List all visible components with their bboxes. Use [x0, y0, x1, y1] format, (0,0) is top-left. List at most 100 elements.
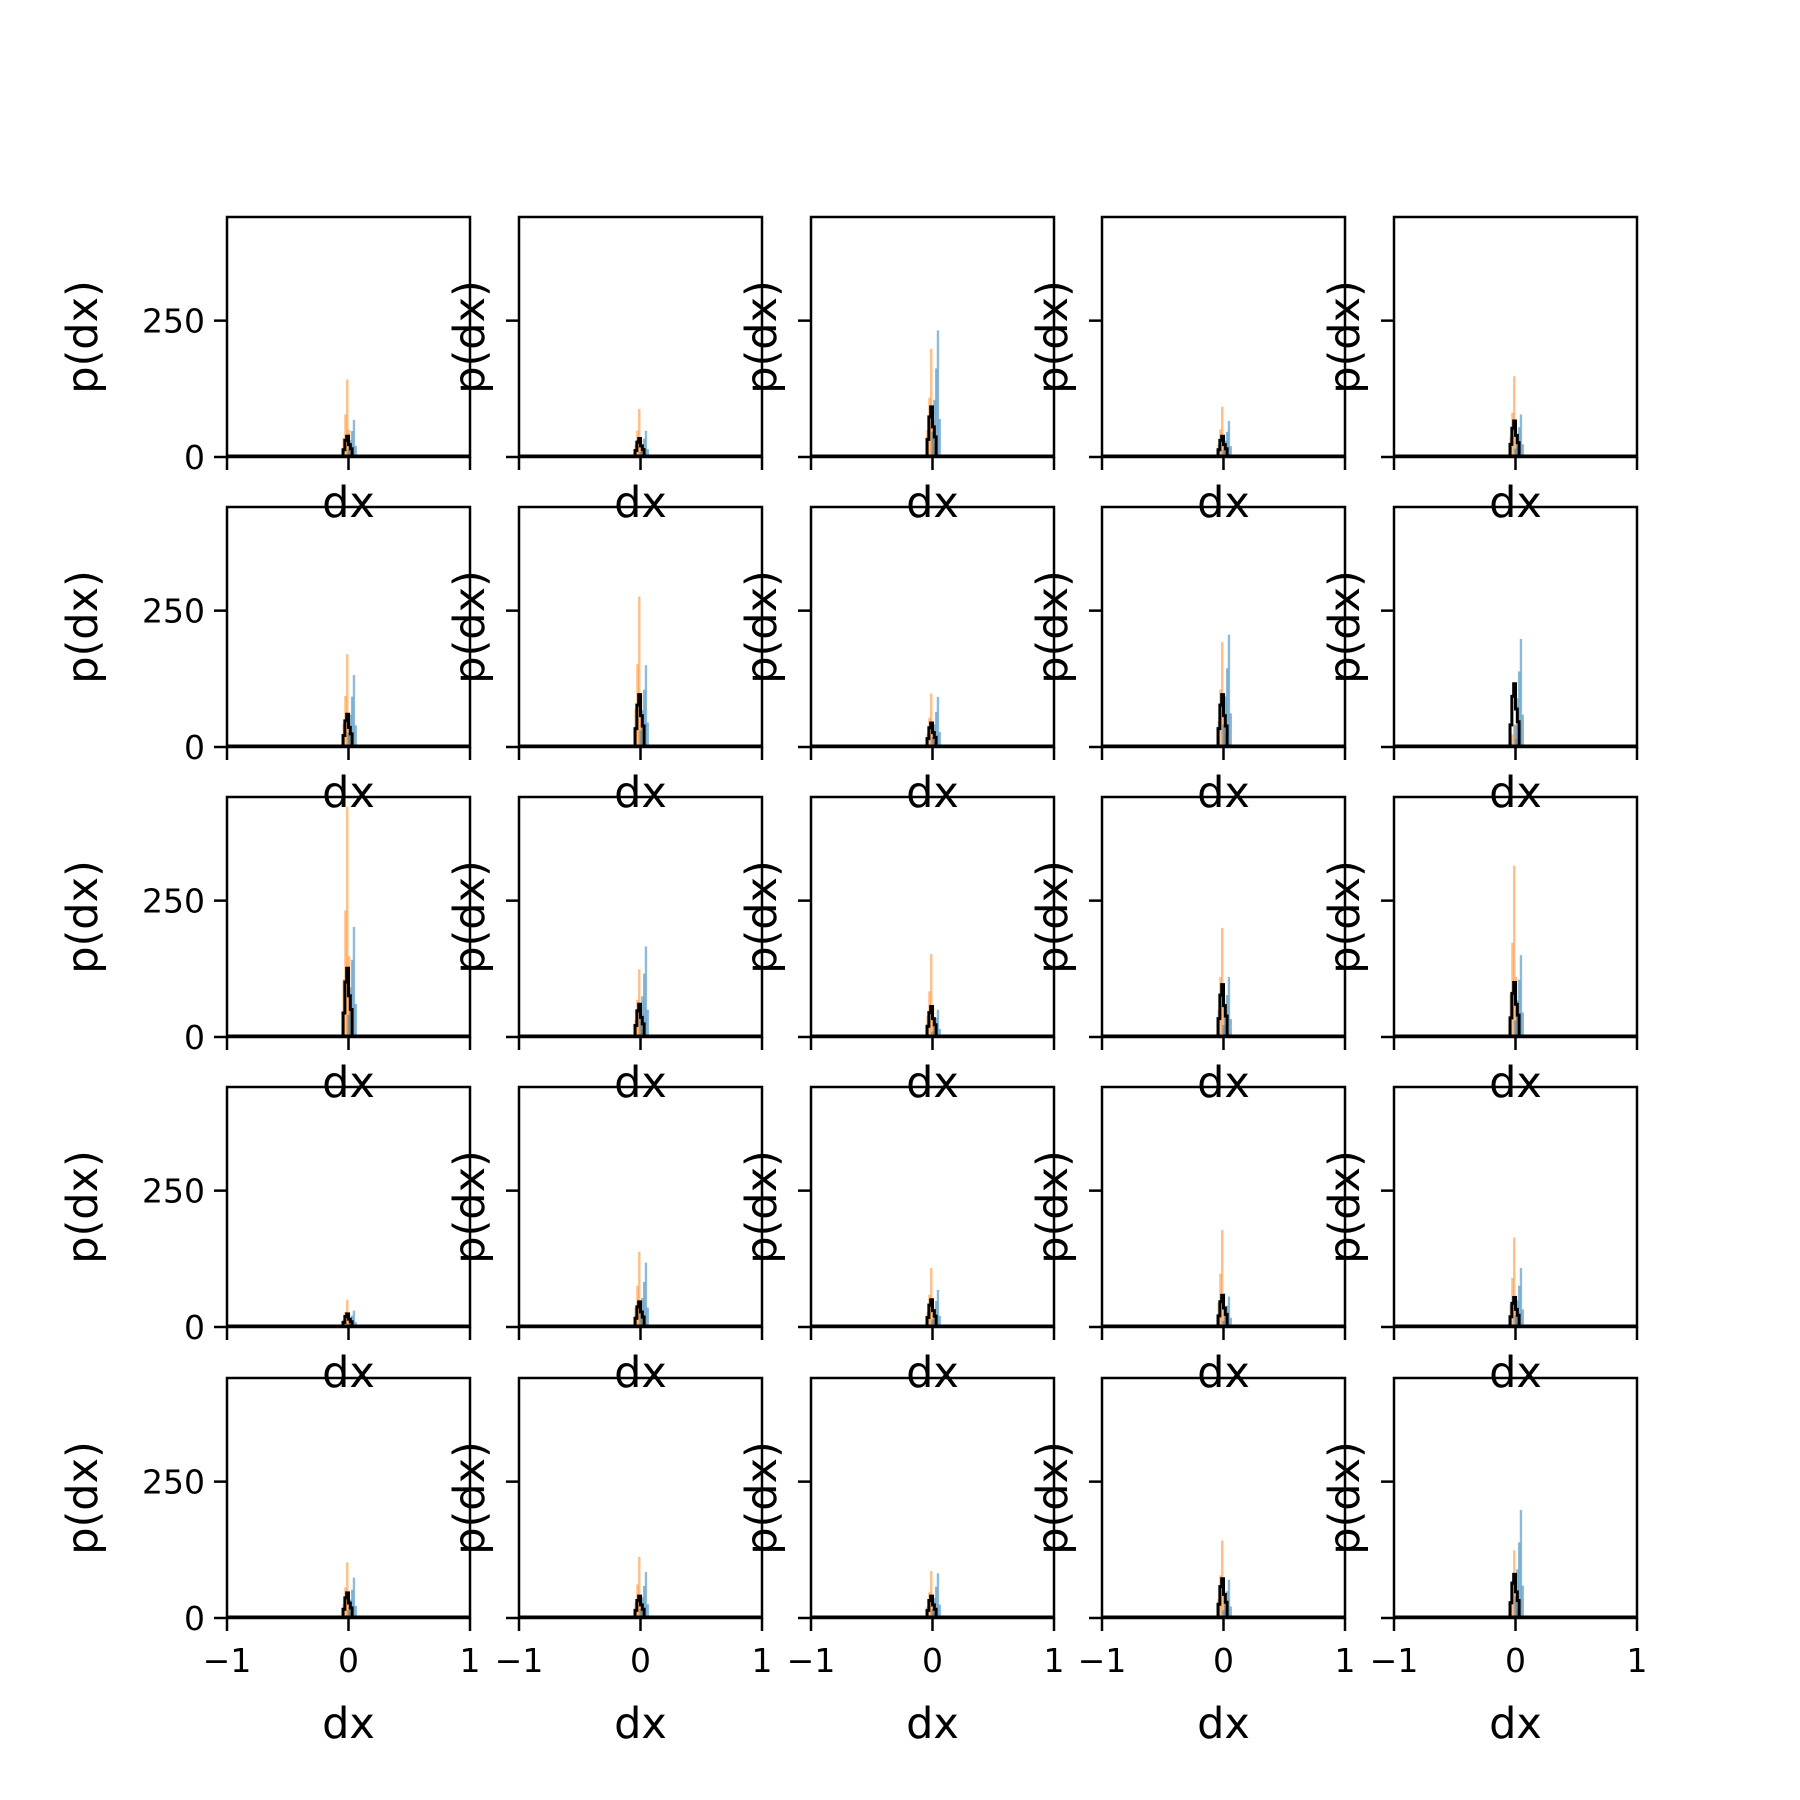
blue-bar — [1521, 1309, 1524, 1327]
black-step-line — [1216, 1577, 1229, 1618]
y-axis-label: p(dx) — [737, 280, 787, 394]
axes-frame — [225, 215, 472, 459]
orange-bar — [638, 1556, 641, 1618]
x-axis-label: dx — [322, 1348, 375, 1398]
orange-bar — [638, 409, 641, 457]
axes-frame — [225, 1085, 472, 1329]
y-axis-label: p(dx) — [445, 570, 495, 684]
orange-bar — [346, 1562, 349, 1618]
subplot-r3-c1: dx p(dx) — [445, 1085, 764, 1398]
x-tick-label: −1 — [495, 1641, 544, 1680]
blue-bar — [641, 710, 644, 747]
subplot-r2-c4: dx p(dx) — [1320, 795, 1639, 1108]
blue-bar — [349, 1319, 352, 1327]
subplot-r1-c2: dx p(dx) — [737, 505, 1056, 818]
black-step-line — [1216, 693, 1229, 747]
y-tick-label: 0 — [184, 728, 205, 767]
x-tick-label: 0 — [1213, 1641, 1234, 1680]
blue-bar — [934, 711, 938, 747]
blue-bar — [934, 1586, 938, 1618]
x-axis-label: dx — [322, 768, 375, 818]
black-step-line — [633, 693, 646, 747]
blue-bar — [1229, 1317, 1232, 1327]
axes-frame — [517, 1376, 764, 1620]
x-axis-label: dx — [322, 1699, 375, 1749]
blue-bar — [646, 1604, 649, 1618]
blue-bar — [1222, 724, 1225, 747]
blue-bar — [1222, 1025, 1225, 1037]
blue-bar — [642, 438, 646, 457]
subplot-r1-c3: dx p(dx) — [1028, 505, 1347, 818]
blue-bar — [1229, 1019, 1232, 1037]
black-step-line — [1508, 980, 1521, 1037]
subplot-r0-c0: 0 250 dx p(dx) — [58, 215, 472, 528]
x-tick-label: 1 — [1335, 1641, 1356, 1680]
x-axis-label: dx — [1197, 1348, 1250, 1398]
y-tick-label: 250 — [142, 1463, 205, 1502]
subplot-r0-c2: dx p(dx) — [737, 215, 1056, 528]
subplot-r2-c0: 0 250 dx p(dx) — [58, 795, 472, 1108]
y-tick-label: 0 — [184, 1308, 205, 1347]
blue-bar — [1514, 725, 1517, 747]
x-axis-label: dx — [322, 1058, 375, 1108]
blue-bar — [933, 1310, 936, 1327]
orange-bar — [1513, 376, 1516, 457]
blue-bar — [1225, 668, 1229, 747]
orange-bar — [1222, 998, 1226, 1037]
orange-bar — [1221, 927, 1224, 1037]
x-tick-label: 0 — [922, 1641, 943, 1680]
y-axis-label: p(dx) — [1320, 570, 1370, 684]
black-step-line — [633, 436, 646, 457]
blue-bar — [934, 1301, 938, 1327]
blue-bar — [1222, 1320, 1225, 1327]
y-tick-label: 0 — [184, 1018, 205, 1057]
y-axis-label: p(dx) — [445, 1150, 495, 1264]
blue-bar — [936, 1009, 940, 1037]
blue-bar — [1519, 1510, 1523, 1618]
blue-bar — [354, 725, 357, 747]
y-axis-label: p(dx) — [737, 1150, 787, 1264]
orange-bar — [930, 693, 933, 747]
blue-bar — [1227, 1579, 1231, 1618]
orange-bar — [346, 806, 349, 1037]
blue-bar — [644, 1572, 648, 1618]
blue-bar — [646, 449, 649, 457]
y-axis-label: p(dx) — [1028, 1441, 1078, 1555]
x-axis-label: dx — [1197, 1058, 1250, 1108]
blue-bar — [642, 1281, 646, 1327]
blue-bar — [936, 330, 940, 457]
blue-bar — [352, 1310, 356, 1327]
blue-bar — [1222, 449, 1225, 457]
orange-bar — [638, 596, 641, 747]
subplot-r1-c1: dx p(dx) — [445, 505, 764, 818]
blue-bar — [646, 1307, 649, 1327]
y-axis-label: p(dx) — [1320, 1150, 1370, 1264]
blue-bar — [349, 987, 352, 1037]
x-axis-label: dx — [1489, 1699, 1542, 1749]
black-step-line — [1508, 419, 1521, 457]
blue-bar — [936, 1289, 940, 1327]
x-axis-label: dx — [906, 1699, 959, 1749]
blue-bar — [350, 696, 354, 747]
y-axis-label: p(dx) — [1028, 570, 1078, 684]
y-axis-label: p(dx) — [445, 280, 495, 394]
blue-bar — [1229, 1606, 1232, 1618]
blue-bar — [1514, 1020, 1517, 1037]
blue-bar — [347, 1014, 350, 1037]
y-axis-label: p(dx) — [1028, 1150, 1078, 1264]
blue-bar — [1517, 671, 1521, 747]
blue-bar — [938, 1028, 941, 1037]
x-axis-label: dx — [1489, 768, 1542, 818]
orange-bar — [346, 379, 349, 457]
black-step-line — [1508, 1572, 1521, 1618]
subplot-r0-c1: dx p(dx) — [445, 215, 764, 528]
blue-bar — [350, 431, 354, 457]
x-tick-label: 0 — [338, 1641, 359, 1680]
x-tick-label: 0 — [1505, 1641, 1526, 1680]
x-axis-label: dx — [614, 768, 667, 818]
black-step-line — [1508, 682, 1521, 747]
subplot-r3-c0: 0 250 dx p(dx) — [58, 1085, 472, 1398]
blue-bar — [354, 1605, 357, 1618]
blue-bar — [644, 430, 648, 457]
orange-bar — [930, 954, 933, 1037]
